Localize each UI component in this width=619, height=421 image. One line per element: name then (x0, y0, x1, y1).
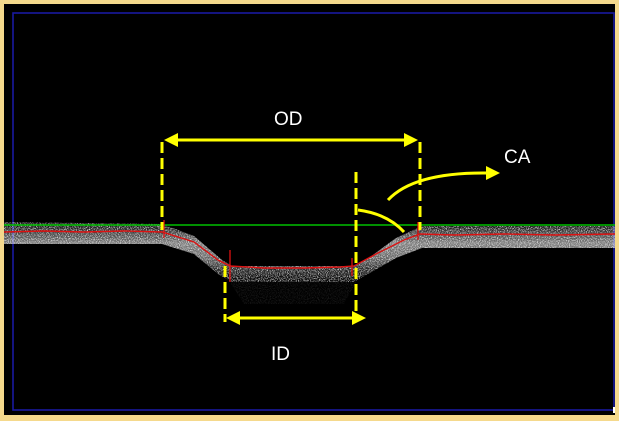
od-dimension-arrow (164, 133, 418, 147)
oct-scan-scene (4, 12, 615, 411)
profile-edge-markers (163, 220, 419, 282)
id-dimension-arrow (226, 311, 366, 325)
od-label: OD (274, 109, 303, 130)
tissue-band (4, 222, 615, 304)
angle-arc (357, 208, 406, 234)
ca-pointer-line (386, 171, 489, 202)
image-border (12, 12, 615, 411)
ca-pointer-arrowhead (486, 166, 500, 180)
id-label: ID (271, 344, 290, 365)
corner-resize-handle (613, 407, 615, 413)
contact-angle-marker (357, 166, 500, 234)
ca-label: CA (504, 147, 531, 168)
surface-profile-trace (4, 230, 615, 269)
oct-image-panel: OD CA ID (4, 4, 615, 415)
